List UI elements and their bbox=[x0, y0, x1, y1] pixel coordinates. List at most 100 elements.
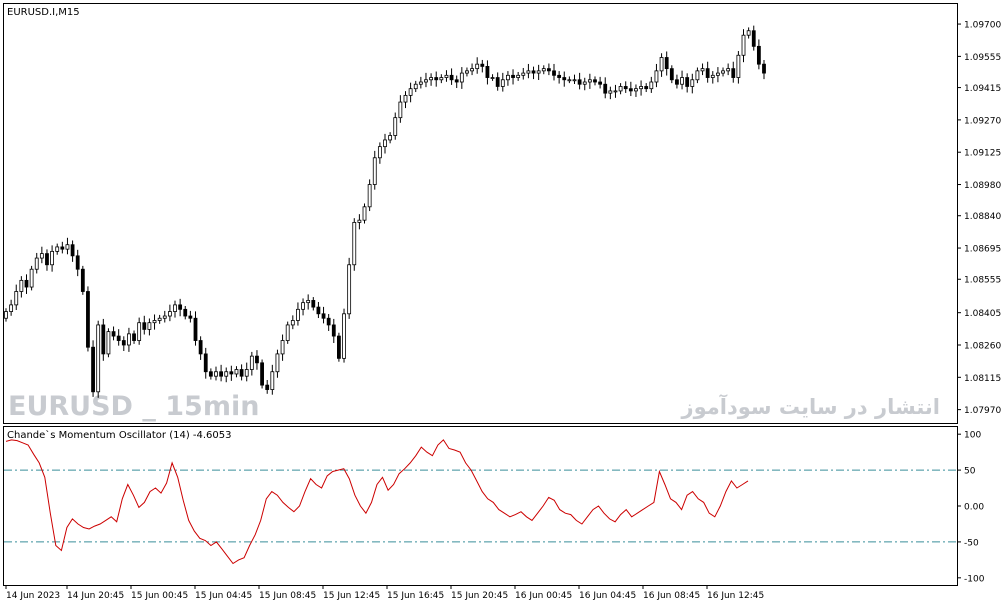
candle-body bbox=[649, 81, 654, 90]
candle-body bbox=[465, 70, 469, 74]
candle-body bbox=[24, 279, 29, 288]
candle-body bbox=[393, 117, 398, 136]
price-tick-label: 1.09555 bbox=[964, 53, 1001, 63]
candle-body bbox=[367, 184, 372, 208]
time-tick-label: 16 Jun 12:45 bbox=[707, 591, 764, 601]
candle-body bbox=[39, 253, 44, 259]
candle-body bbox=[751, 30, 756, 47]
candle-body bbox=[516, 74, 521, 78]
price-tick-label: 1.09700 bbox=[964, 21, 1001, 31]
candle-body bbox=[710, 74, 715, 78]
candle-body bbox=[546, 68, 551, 72]
candle-body bbox=[490, 77, 495, 79]
candle-body bbox=[50, 250, 54, 266]
candle-body bbox=[193, 317, 198, 341]
candle-body bbox=[4, 311, 8, 319]
time-tick-label: 16 Jun 00:45 bbox=[515, 591, 572, 601]
candle-body bbox=[659, 57, 664, 72]
candle-body bbox=[229, 371, 234, 375]
candle-body bbox=[680, 77, 684, 85]
candle-body bbox=[147, 322, 152, 330]
candle-body bbox=[167, 311, 172, 317]
candle-body bbox=[116, 335, 121, 341]
candle-body bbox=[536, 70, 541, 74]
candle-body bbox=[14, 291, 19, 306]
candle-body bbox=[80, 268, 85, 292]
indicator-tick-label: -50 bbox=[964, 538, 979, 548]
candle-body bbox=[249, 355, 254, 370]
price-tick-label: 1.08695 bbox=[964, 245, 1001, 255]
candle-body bbox=[690, 79, 695, 87]
candle-body bbox=[675, 79, 679, 85]
price-tick-label: 1.08555 bbox=[964, 276, 1001, 286]
candle-body bbox=[506, 74, 510, 81]
candle-body bbox=[173, 304, 177, 312]
time-tick-label: 14 Jun 2023 bbox=[6, 591, 60, 601]
candle-body bbox=[316, 306, 321, 315]
candle-body bbox=[383, 139, 387, 148]
candle-body bbox=[628, 88, 633, 92]
candle-body bbox=[162, 315, 167, 319]
indicator-tick-label: 100 bbox=[964, 431, 981, 441]
candle-body bbox=[321, 313, 326, 319]
candle-body bbox=[408, 88, 413, 96]
candle-body bbox=[429, 77, 433, 81]
candle-body bbox=[541, 68, 546, 72]
candle-body bbox=[224, 371, 229, 377]
indicator-panel[interactable] bbox=[3, 426, 958, 586]
candle-body bbox=[470, 68, 474, 72]
candle-body bbox=[577, 79, 582, 85]
candle-body bbox=[716, 72, 720, 76]
candle-body bbox=[132, 333, 136, 341]
candle-body bbox=[531, 70, 536, 74]
candle-body bbox=[106, 331, 111, 355]
candle-body bbox=[582, 81, 587, 85]
candle-body bbox=[178, 304, 183, 310]
candle-body bbox=[552, 70, 556, 76]
candle-body bbox=[623, 86, 628, 90]
candle-body bbox=[337, 335, 341, 359]
candle-body bbox=[736, 54, 741, 78]
candle-body bbox=[495, 77, 500, 87]
time-tick-label: 15 Jun 00:45 bbox=[131, 591, 188, 601]
candle-body bbox=[70, 244, 75, 257]
indicator-level-lines bbox=[4, 469, 957, 543]
candle-body bbox=[183, 308, 188, 317]
time-tick-label: 16 Jun 08:45 bbox=[643, 591, 700, 601]
main-chart-panel[interactable] bbox=[3, 3, 958, 424]
candle-body bbox=[459, 72, 464, 83]
candle-body bbox=[188, 315, 193, 319]
candle-body bbox=[721, 70, 725, 74]
price-tick-label: 1.08405 bbox=[964, 309, 1001, 319]
candle-body bbox=[255, 355, 259, 364]
candle-body bbox=[567, 79, 572, 82]
candle-body bbox=[285, 324, 290, 341]
candle-body bbox=[726, 68, 731, 72]
candlestick-series bbox=[4, 25, 766, 398]
candle-body bbox=[480, 63, 485, 67]
price-tick-label: 1.08840 bbox=[964, 212, 1001, 222]
candle-body bbox=[260, 362, 264, 386]
candle-body bbox=[152, 320, 157, 324]
price-tick-label: 1.09125 bbox=[964, 149, 1001, 159]
candle-body bbox=[296, 308, 300, 321]
candle-body bbox=[377, 146, 382, 159]
candle-body bbox=[511, 74, 515, 78]
candle-body bbox=[290, 320, 295, 326]
candle-body bbox=[521, 72, 526, 76]
candle-body bbox=[598, 81, 603, 85]
candle-body bbox=[301, 302, 305, 310]
candle-body bbox=[639, 86, 643, 90]
price-tick-label: 1.08115 bbox=[964, 374, 1001, 384]
candle-body bbox=[608, 90, 613, 94]
time-tick-label: 15 Jun 12:45 bbox=[323, 591, 380, 601]
time-tick-label: 14 Jun 20:45 bbox=[67, 591, 124, 601]
candle-body bbox=[111, 331, 116, 337]
candle-body bbox=[669, 68, 674, 81]
candle-body bbox=[593, 79, 597, 83]
cmo-line bbox=[5, 439, 749, 565]
candle-body bbox=[101, 324, 106, 355]
candle-body bbox=[746, 30, 751, 36]
candle-body bbox=[239, 369, 244, 377]
